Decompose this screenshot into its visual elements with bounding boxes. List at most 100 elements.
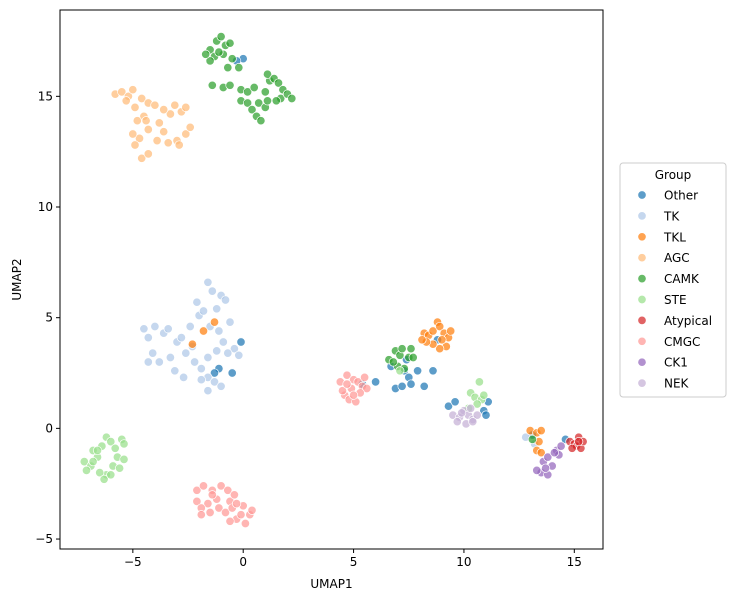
point-other-5 xyxy=(236,337,246,347)
point-tk-35 xyxy=(170,366,180,376)
point-ste-20 xyxy=(115,463,125,473)
point-camk-18 xyxy=(243,98,253,108)
point-ste-15 xyxy=(88,457,98,467)
x-tick-label: −5 xyxy=(124,555,142,569)
point-agc-17 xyxy=(159,127,169,137)
point-ste-18 xyxy=(106,470,116,480)
point-cmgc-1 xyxy=(198,481,209,491)
point-ste-26 xyxy=(474,377,484,387)
point-camk-10 xyxy=(234,63,244,73)
point-tk-6 xyxy=(165,352,175,363)
point-tk-24 xyxy=(229,344,239,354)
point-camk-7 xyxy=(227,54,237,64)
point-camk-9 xyxy=(223,63,233,73)
y-tick-label: 0 xyxy=(45,421,53,435)
y-tick-label: 10 xyxy=(38,200,53,214)
point-atypical-7 xyxy=(574,437,584,447)
point-tkl-11 xyxy=(435,344,445,354)
point-other-13 xyxy=(406,379,416,389)
point-tk-17 xyxy=(212,304,222,314)
point-tk-28 xyxy=(196,364,206,374)
point-ste-28 xyxy=(395,366,405,376)
legend-label-tk: TK xyxy=(663,209,680,223)
y-tick-label: 5 xyxy=(45,311,53,325)
point-cmgc-39 xyxy=(360,372,370,382)
x-tick-label: 15 xyxy=(567,555,582,569)
point-camk-25 xyxy=(260,87,270,97)
point-agc-11 xyxy=(143,124,153,135)
legend-marker-atypical xyxy=(637,315,647,325)
point-agc-30 xyxy=(141,116,151,126)
point-ste-9 xyxy=(119,439,129,449)
point-ste-17 xyxy=(99,474,109,484)
point-nek-6 xyxy=(466,403,476,413)
legend-label-tkl: TKL xyxy=(663,230,686,244)
point-nek-9 xyxy=(468,417,478,427)
x-axis-ticks: −5 0 5 10 15 xyxy=(124,549,582,569)
point-cmgc-17 xyxy=(240,518,250,529)
point-agc-4 xyxy=(121,96,131,106)
point-other-23 xyxy=(481,410,491,420)
legend-label-other: Other xyxy=(664,189,698,203)
point-other-10 xyxy=(397,381,407,391)
point-tkl-7 xyxy=(435,321,445,332)
point-cmgc-24 xyxy=(207,490,217,500)
point-tk-10 xyxy=(179,372,189,382)
point-tk-1 xyxy=(143,333,153,343)
point-tkl-0 xyxy=(209,317,220,327)
point-agc-16 xyxy=(152,136,162,146)
point-camk-24 xyxy=(256,116,266,126)
point-other-3 xyxy=(209,368,220,378)
point-agc-20 xyxy=(165,109,175,119)
point-tk-23 xyxy=(218,337,228,347)
legend: Group Other TK TKL AGC CAMK STE Atypical CMGC CK… xyxy=(619,162,727,398)
point-agc-25 xyxy=(174,140,184,150)
point-agc-8 xyxy=(150,100,160,110)
point-agc-1 xyxy=(117,87,127,97)
point-ste-6 xyxy=(106,437,116,447)
point-camk-33 xyxy=(287,93,297,104)
point-agc-15 xyxy=(143,149,153,159)
point-cmgc-3 xyxy=(216,481,226,491)
point-camk-29 xyxy=(273,78,284,88)
point-cmgc-23 xyxy=(196,510,206,520)
point-nek-7 xyxy=(452,417,462,427)
legend-label-ck1: CK1 xyxy=(664,356,688,370)
legend-marker-ck1 xyxy=(637,357,647,367)
legend-label-agc: AGC xyxy=(664,251,690,265)
legend-label-atypical: Atypical xyxy=(664,314,712,328)
point-tk-32 xyxy=(203,386,213,396)
point-tk-4 xyxy=(148,348,158,358)
point-cmgc-26 xyxy=(342,370,352,380)
point-camk-36 xyxy=(214,47,224,57)
legend-marker-nek xyxy=(637,378,647,388)
point-cmgc-4 xyxy=(223,485,233,495)
legend-marker-tk xyxy=(637,211,647,221)
point-ck1-9 xyxy=(541,463,551,473)
point-camk-46 xyxy=(408,352,418,363)
point-cmgc-13 xyxy=(220,507,231,518)
point-tk-19 xyxy=(198,306,209,316)
x-axis-label: UMAP1 xyxy=(310,577,352,591)
point-ste-24 xyxy=(472,399,482,409)
point-agc-29 xyxy=(128,129,138,139)
legend-marker-agc xyxy=(637,253,647,263)
point-tk-5 xyxy=(154,357,164,367)
point-tk-21 xyxy=(214,326,224,336)
point-camk-15 xyxy=(243,87,253,97)
point-tk-30 xyxy=(209,377,220,387)
point-tkl-19 xyxy=(536,426,546,436)
point-tk-36 xyxy=(163,324,173,334)
point-agc-5 xyxy=(130,102,140,112)
point-ck1-8 xyxy=(532,465,542,475)
point-cmgc-19 xyxy=(247,505,257,515)
point-tk-27 xyxy=(212,346,222,356)
point-ck1-6 xyxy=(556,441,566,451)
point-atypical-5 xyxy=(567,443,577,453)
legend-marker-ste xyxy=(637,294,647,305)
point-camk-20 xyxy=(254,98,264,108)
legend-items: Other TK TKL AGC CAMK STE Atypical CMGC CK1 NEK xyxy=(637,189,712,391)
point-cmgc-30 xyxy=(362,383,372,394)
point-tk-9 xyxy=(190,357,200,367)
point-camk-42 xyxy=(406,344,416,354)
